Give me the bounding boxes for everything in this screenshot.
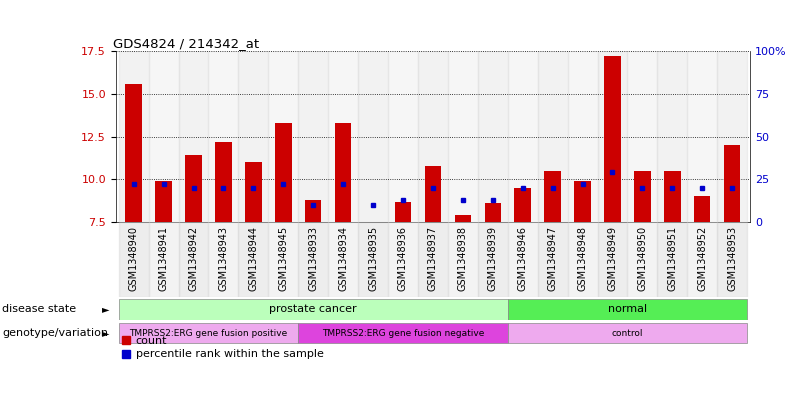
Text: GSM1348936: GSM1348936	[398, 226, 408, 291]
Text: disease state: disease state	[2, 305, 77, 314]
Text: GDS4824 / 214342_at: GDS4824 / 214342_at	[113, 37, 259, 50]
Bar	[634, 171, 650, 222]
FancyBboxPatch shape	[508, 299, 747, 320]
Bar	[388, 222, 418, 297]
Legend: count, percentile rank within the sample: count, percentile rank within the sample	[121, 336, 323, 360]
Bar	[598, 222, 627, 297]
Bar	[395, 202, 411, 222]
Bar	[208, 222, 239, 297]
Bar	[478, 51, 508, 222]
Bar	[448, 51, 478, 222]
Text: GSM1348944: GSM1348944	[248, 226, 259, 291]
Bar	[298, 222, 328, 297]
Bar	[575, 181, 591, 222]
Bar	[418, 222, 448, 297]
Bar	[567, 51, 598, 222]
Text: TMPRSS2:ERG gene fusion negative: TMPRSS2:ERG gene fusion negative	[322, 329, 484, 338]
Bar	[119, 51, 148, 222]
Bar	[418, 51, 448, 222]
Bar	[694, 196, 710, 222]
Text: GSM1348952: GSM1348952	[697, 226, 707, 291]
Text: GSM1348951: GSM1348951	[667, 226, 678, 291]
Text: GSM1348947: GSM1348947	[547, 226, 558, 291]
Bar	[125, 84, 142, 222]
Text: normal: normal	[608, 305, 647, 314]
Bar	[515, 188, 531, 222]
Bar	[508, 222, 538, 297]
Bar	[538, 222, 567, 297]
Bar	[298, 51, 328, 222]
Bar	[179, 51, 208, 222]
Bar	[664, 171, 681, 222]
Bar	[275, 123, 291, 222]
Bar	[328, 222, 358, 297]
Text: GSM1348942: GSM1348942	[188, 226, 199, 291]
FancyBboxPatch shape	[119, 323, 298, 343]
Text: GSM1348950: GSM1348950	[638, 226, 647, 291]
Bar	[627, 222, 658, 297]
Text: GSM1348934: GSM1348934	[338, 226, 348, 291]
Text: GSM1348937: GSM1348937	[428, 226, 438, 291]
Bar	[239, 222, 268, 297]
Bar	[658, 51, 687, 222]
Text: GSM1348953: GSM1348953	[727, 226, 737, 291]
Bar	[425, 165, 441, 222]
Text: GSM1348933: GSM1348933	[308, 226, 318, 291]
Bar	[448, 222, 478, 297]
Bar	[148, 51, 179, 222]
Text: prostate cancer: prostate cancer	[270, 305, 357, 314]
Bar	[245, 162, 262, 222]
Bar	[185, 155, 202, 222]
Bar	[455, 215, 471, 222]
Bar	[358, 51, 388, 222]
Bar	[604, 56, 621, 222]
Bar	[215, 142, 231, 222]
Bar	[268, 51, 298, 222]
Bar	[305, 200, 322, 222]
FancyBboxPatch shape	[298, 323, 508, 343]
Text: TMPRSS2:ERG gene fusion positive: TMPRSS2:ERG gene fusion positive	[129, 329, 287, 338]
Bar	[687, 222, 717, 297]
Bar	[717, 222, 747, 297]
Bar	[484, 203, 501, 222]
Text: GSM1348949: GSM1348949	[607, 226, 618, 291]
Bar	[538, 51, 567, 222]
Bar	[156, 181, 172, 222]
Bar	[567, 222, 598, 297]
Bar	[148, 222, 179, 297]
Text: control: control	[612, 329, 643, 338]
Bar	[268, 222, 298, 297]
Text: GSM1348946: GSM1348946	[518, 226, 527, 291]
Bar	[119, 222, 148, 297]
Bar	[239, 51, 268, 222]
Text: GSM1348938: GSM1348938	[458, 226, 468, 291]
Bar	[328, 51, 358, 222]
Bar	[388, 51, 418, 222]
Bar	[335, 123, 351, 222]
Text: GSM1348945: GSM1348945	[279, 226, 288, 291]
Text: GSM1348941: GSM1348941	[159, 226, 168, 291]
FancyBboxPatch shape	[508, 323, 747, 343]
Bar	[508, 51, 538, 222]
Text: genotype/variation: genotype/variation	[2, 328, 109, 338]
Text: GSM1348935: GSM1348935	[368, 226, 378, 291]
Bar	[478, 222, 508, 297]
Bar	[179, 222, 208, 297]
Text: GSM1348940: GSM1348940	[128, 226, 139, 291]
Text: ►: ►	[102, 305, 109, 314]
Bar	[627, 51, 658, 222]
Text: GSM1348943: GSM1348943	[219, 226, 228, 291]
Bar	[717, 51, 747, 222]
Bar	[724, 145, 741, 222]
Bar	[687, 51, 717, 222]
Bar	[544, 171, 561, 222]
Text: ►: ►	[102, 328, 109, 338]
Text: GSM1348939: GSM1348939	[488, 226, 498, 291]
Text: GSM1348948: GSM1348948	[578, 226, 587, 291]
Bar	[598, 51, 627, 222]
Bar	[358, 222, 388, 297]
FancyBboxPatch shape	[119, 299, 508, 320]
Bar	[208, 51, 239, 222]
Bar	[658, 222, 687, 297]
